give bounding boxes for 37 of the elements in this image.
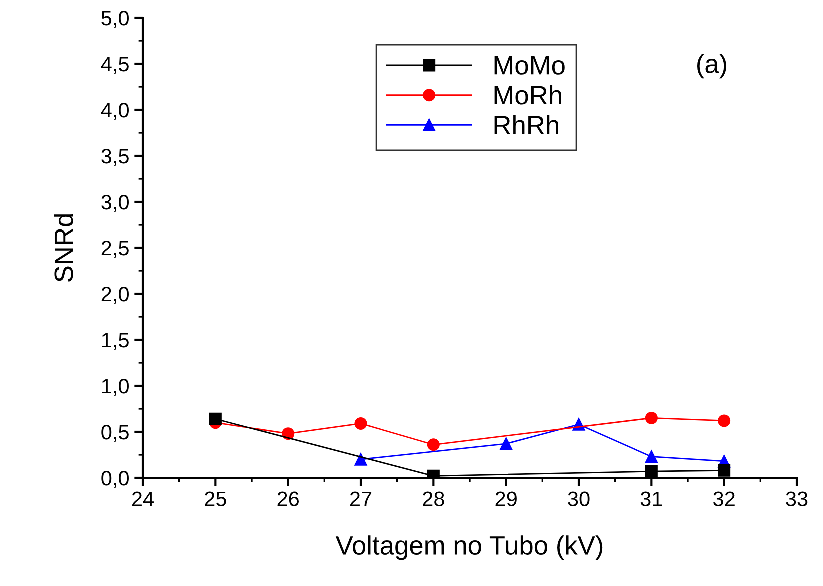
point — [645, 465, 658, 478]
x-tick-label: 27 — [350, 492, 372, 506]
x-tick-label: 24 — [132, 492, 154, 506]
legend-label: MoMo — [494, 56, 565, 75]
point — [354, 453, 368, 466]
point — [718, 464, 731, 477]
annotation: (a) — [697, 54, 726, 79]
legend-label: RhRh — [494, 115, 558, 134]
y-tick-label: 0,0 — [102, 471, 129, 488]
y-tick-label: 3,5 — [102, 149, 129, 166]
point — [645, 412, 658, 424]
y-tick-label: 3,0 — [102, 195, 129, 212]
x-tick-label: 32 — [714, 492, 735, 506]
x-tick-label: 29 — [496, 492, 517, 506]
point — [427, 438, 440, 452]
x-tick-label: 25 — [205, 492, 226, 506]
x-tick-label: 26 — [278, 492, 300, 506]
y-tick-label: 4,5 — [101, 57, 129, 74]
y-axis-title: SNRd — [54, 214, 74, 282]
x-tick-label: 30 — [568, 492, 590, 506]
point — [500, 438, 513, 450]
y-tick-label: 0,5 — [102, 425, 129, 442]
point — [354, 417, 368, 430]
point — [718, 414, 731, 428]
point — [645, 450, 658, 464]
y-tick-label: 2,5 — [102, 241, 129, 258]
y-tick-label: 2,0 — [102, 287, 129, 304]
point — [209, 412, 222, 426]
x-axis-title: Voltagem no Tubo (kV) — [336, 536, 603, 560]
x-tick-label: 28 — [423, 492, 444, 506]
x-tick-label: 33 — [786, 492, 808, 506]
y-tick-label: 1,0 — [102, 379, 129, 396]
x-tick-label: 31 — [640, 492, 662, 506]
legend-label: MoRh — [494, 85, 562, 105]
y-tick-label: 4,0 — [101, 103, 129, 120]
y-tick-label: 1,5 — [102, 333, 129, 350]
y-tick-label: 5,0 — [102, 11, 129, 28]
